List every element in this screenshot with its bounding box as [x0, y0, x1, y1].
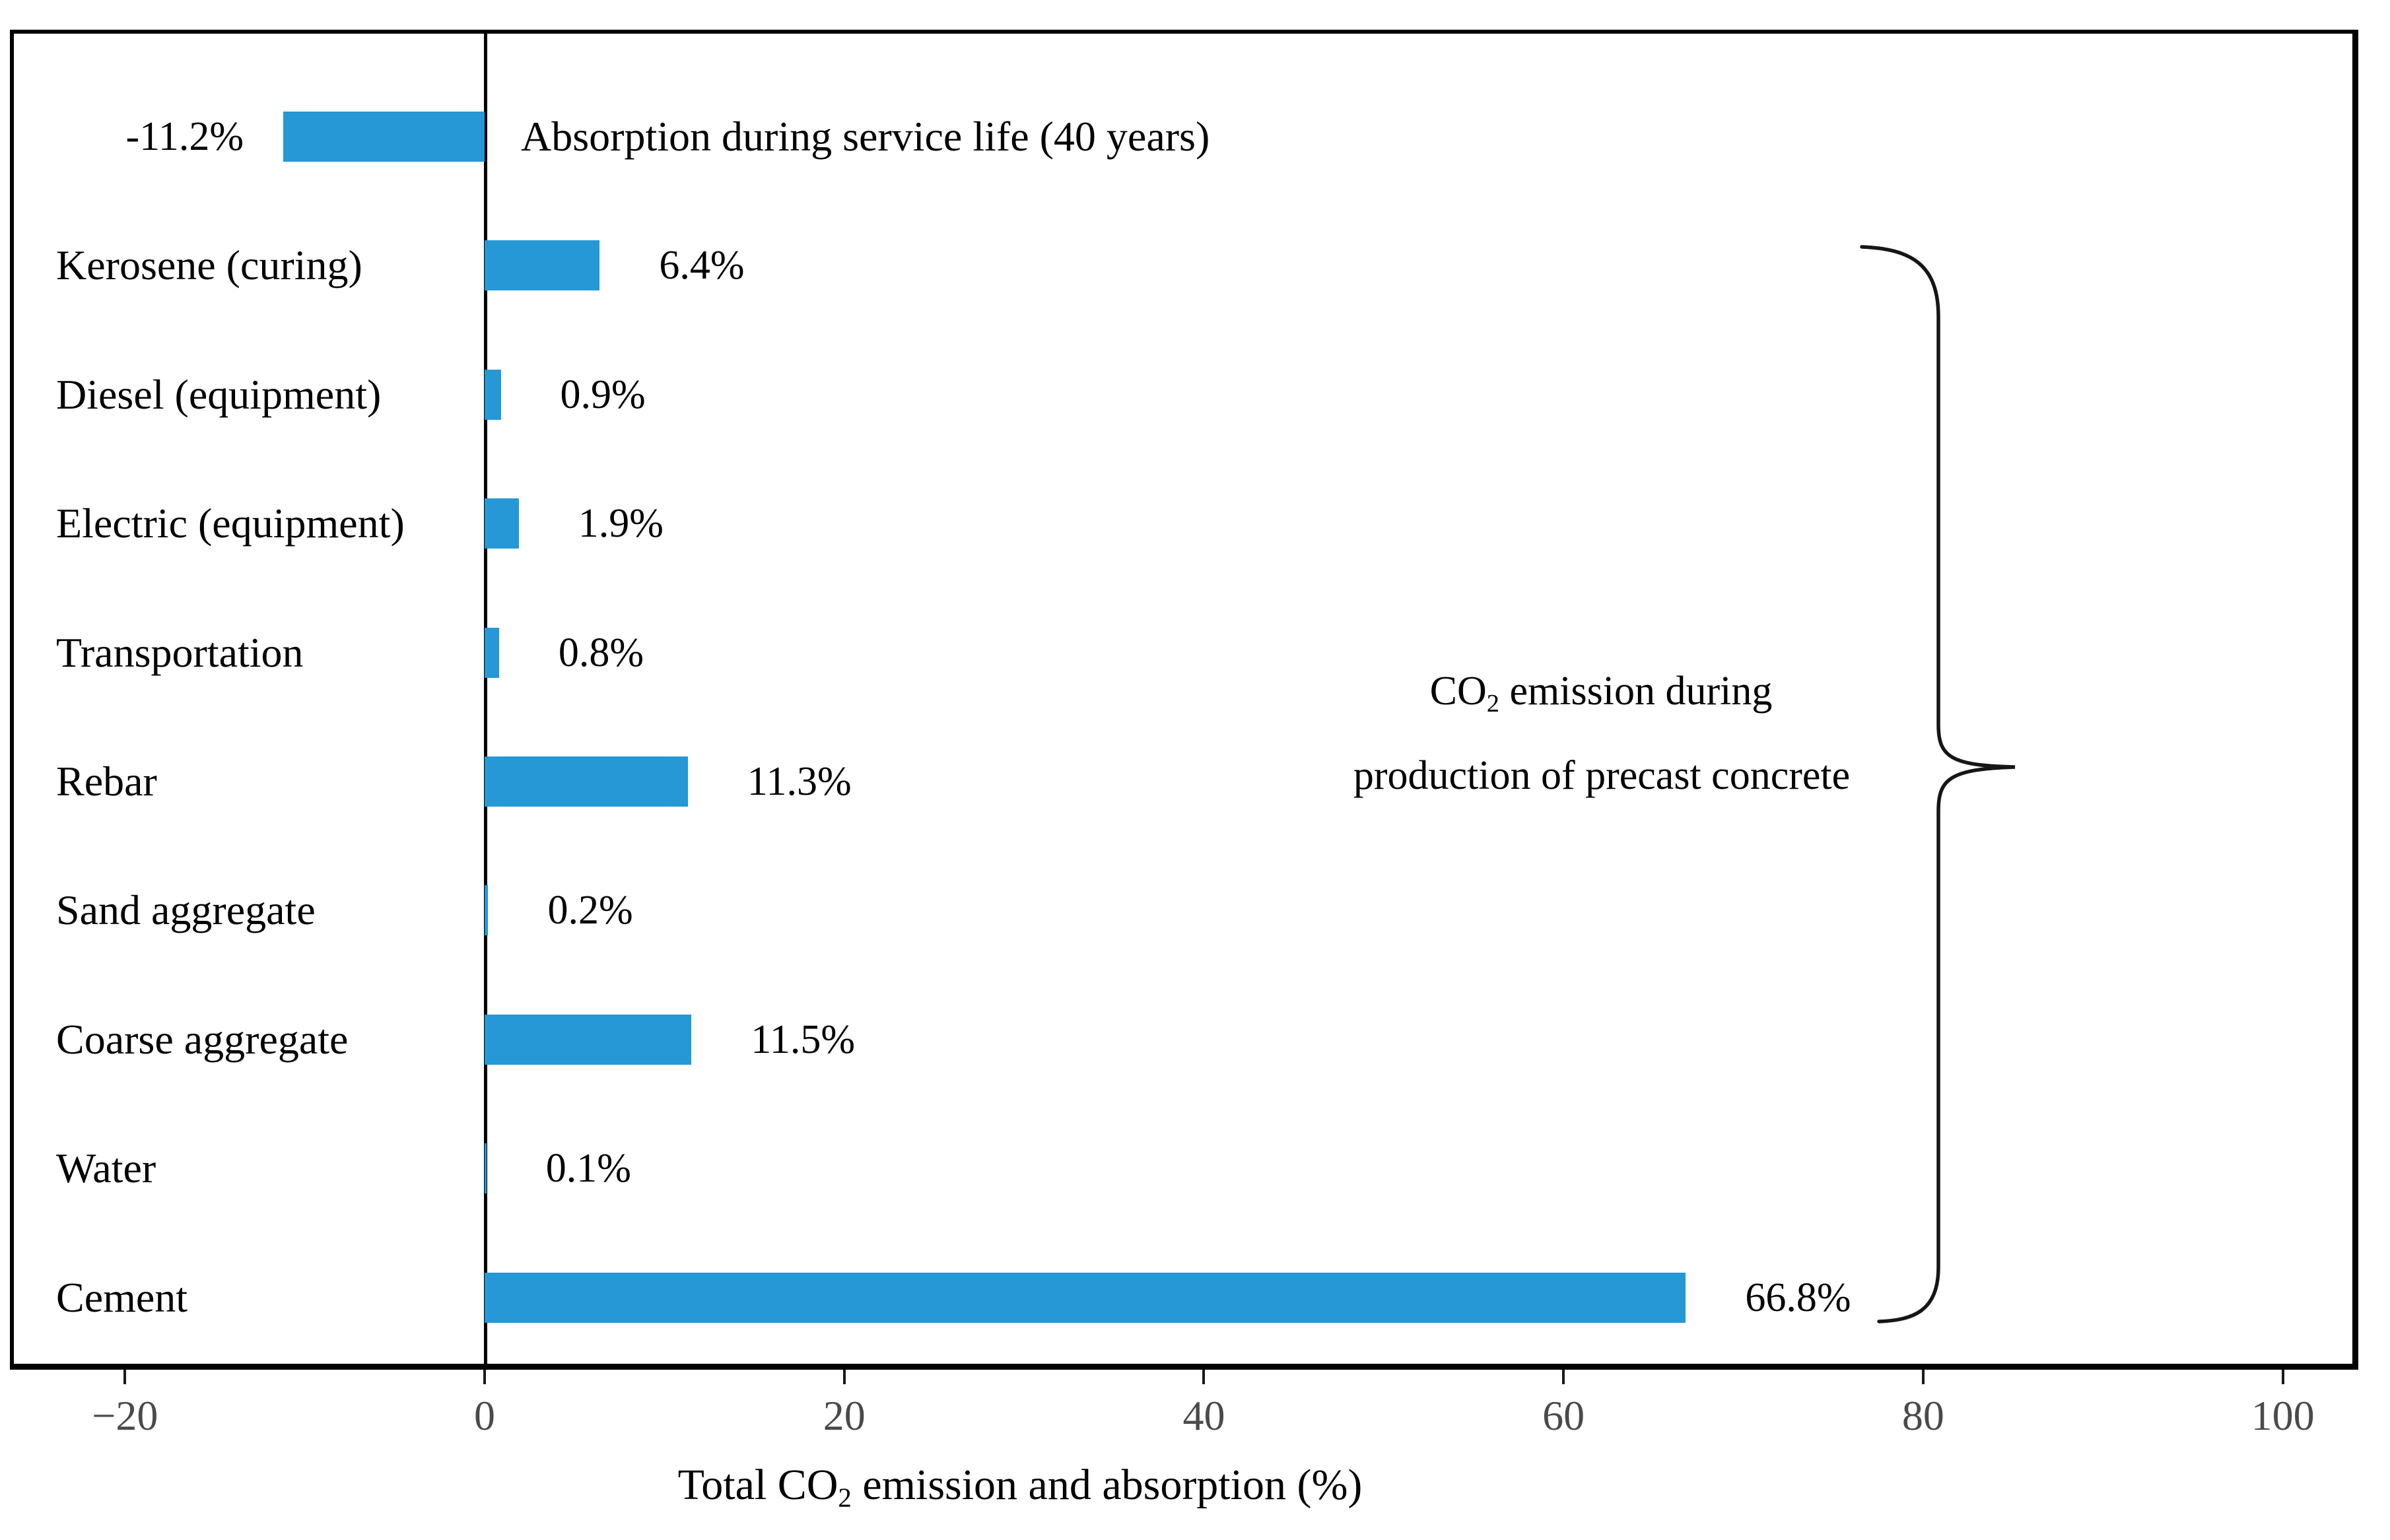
category-label: Sand aggregate: [56, 887, 316, 934]
bar: [485, 1272, 1686, 1323]
x-tick-label: 0: [474, 1392, 496, 1439]
value-label: 0.2%: [547, 888, 633, 933]
category-label: Diesel (equipment): [56, 370, 382, 418]
x-tick-label: −20: [92, 1392, 158, 1439]
brace-label-subscript: 2: [1486, 689, 1500, 718]
value-label: -11.2%: [125, 114, 244, 159]
category-label: Transportation: [56, 628, 304, 676]
value-label: 0.8%: [558, 630, 644, 675]
value-label: 11.3%: [747, 759, 852, 804]
bar: [485, 369, 501, 420]
x-tick-label: 40: [1182, 1392, 1225, 1439]
value-label: 11.5%: [751, 1017, 856, 1062]
zero-axis-line: [484, 30, 487, 1370]
category-label: Water: [56, 1145, 156, 1192]
x-axis-title-suffix: emission and absorption (%): [851, 1461, 1363, 1509]
x-tick-mark: [1202, 1370, 1206, 1384]
category-label: Electric (equipment): [56, 500, 405, 547]
x-tick-label: 60: [1542, 1392, 1585, 1439]
x-tick-mark: [123, 1370, 127, 1384]
x-axis-title: Total CO2 emission and absorption (%): [426, 1460, 1614, 1513]
x-tick-mark: [1562, 1370, 1565, 1384]
value-label: 1.9%: [578, 501, 664, 547]
x-tick-label: 80: [1901, 1392, 1944, 1439]
x-axis-title-prefix: Total CO: [677, 1461, 838, 1509]
brace-label-line1: CO2 emission during: [1040, 668, 2162, 718]
x-tick-label: 20: [823, 1392, 866, 1439]
bar: [485, 756, 688, 807]
x-tick-mark: [2281, 1370, 2284, 1384]
category-label: Kerosene (curing): [56, 242, 362, 289]
category-label: Coarse aggregate: [56, 1015, 349, 1063]
value-label: 0.9%: [560, 372, 646, 417]
bar: [485, 627, 499, 678]
bar: [485, 1143, 487, 1194]
x-tick-mark: [842, 1370, 846, 1384]
bar: [485, 240, 600, 291]
x-axis-title-subscript: 2: [838, 1483, 852, 1513]
category-label: Absorption during service life (40 years…: [521, 113, 1210, 160]
bar: [485, 1014, 692, 1065]
bar: [283, 112, 485, 162]
value-label: 0.1%: [545, 1146, 631, 1191]
brace-label-prefix: CO: [1429, 669, 1487, 714]
category-label: Cement: [56, 1273, 188, 1321]
x-tick-label: 100: [2251, 1392, 2315, 1439]
x-tick-mark: [483, 1370, 487, 1384]
value-label: 66.8%: [1745, 1275, 1851, 1320]
brace-label-suffix: emission during: [1499, 669, 1773, 714]
x-tick-mark: [1921, 1370, 1925, 1384]
bar: [485, 885, 489, 936]
bar: [485, 498, 519, 549]
brace-label-line2: production of precast concrete: [1353, 753, 1851, 798]
category-label: Rebar: [56, 758, 157, 805]
value-label: 6.4%: [659, 243, 745, 288]
